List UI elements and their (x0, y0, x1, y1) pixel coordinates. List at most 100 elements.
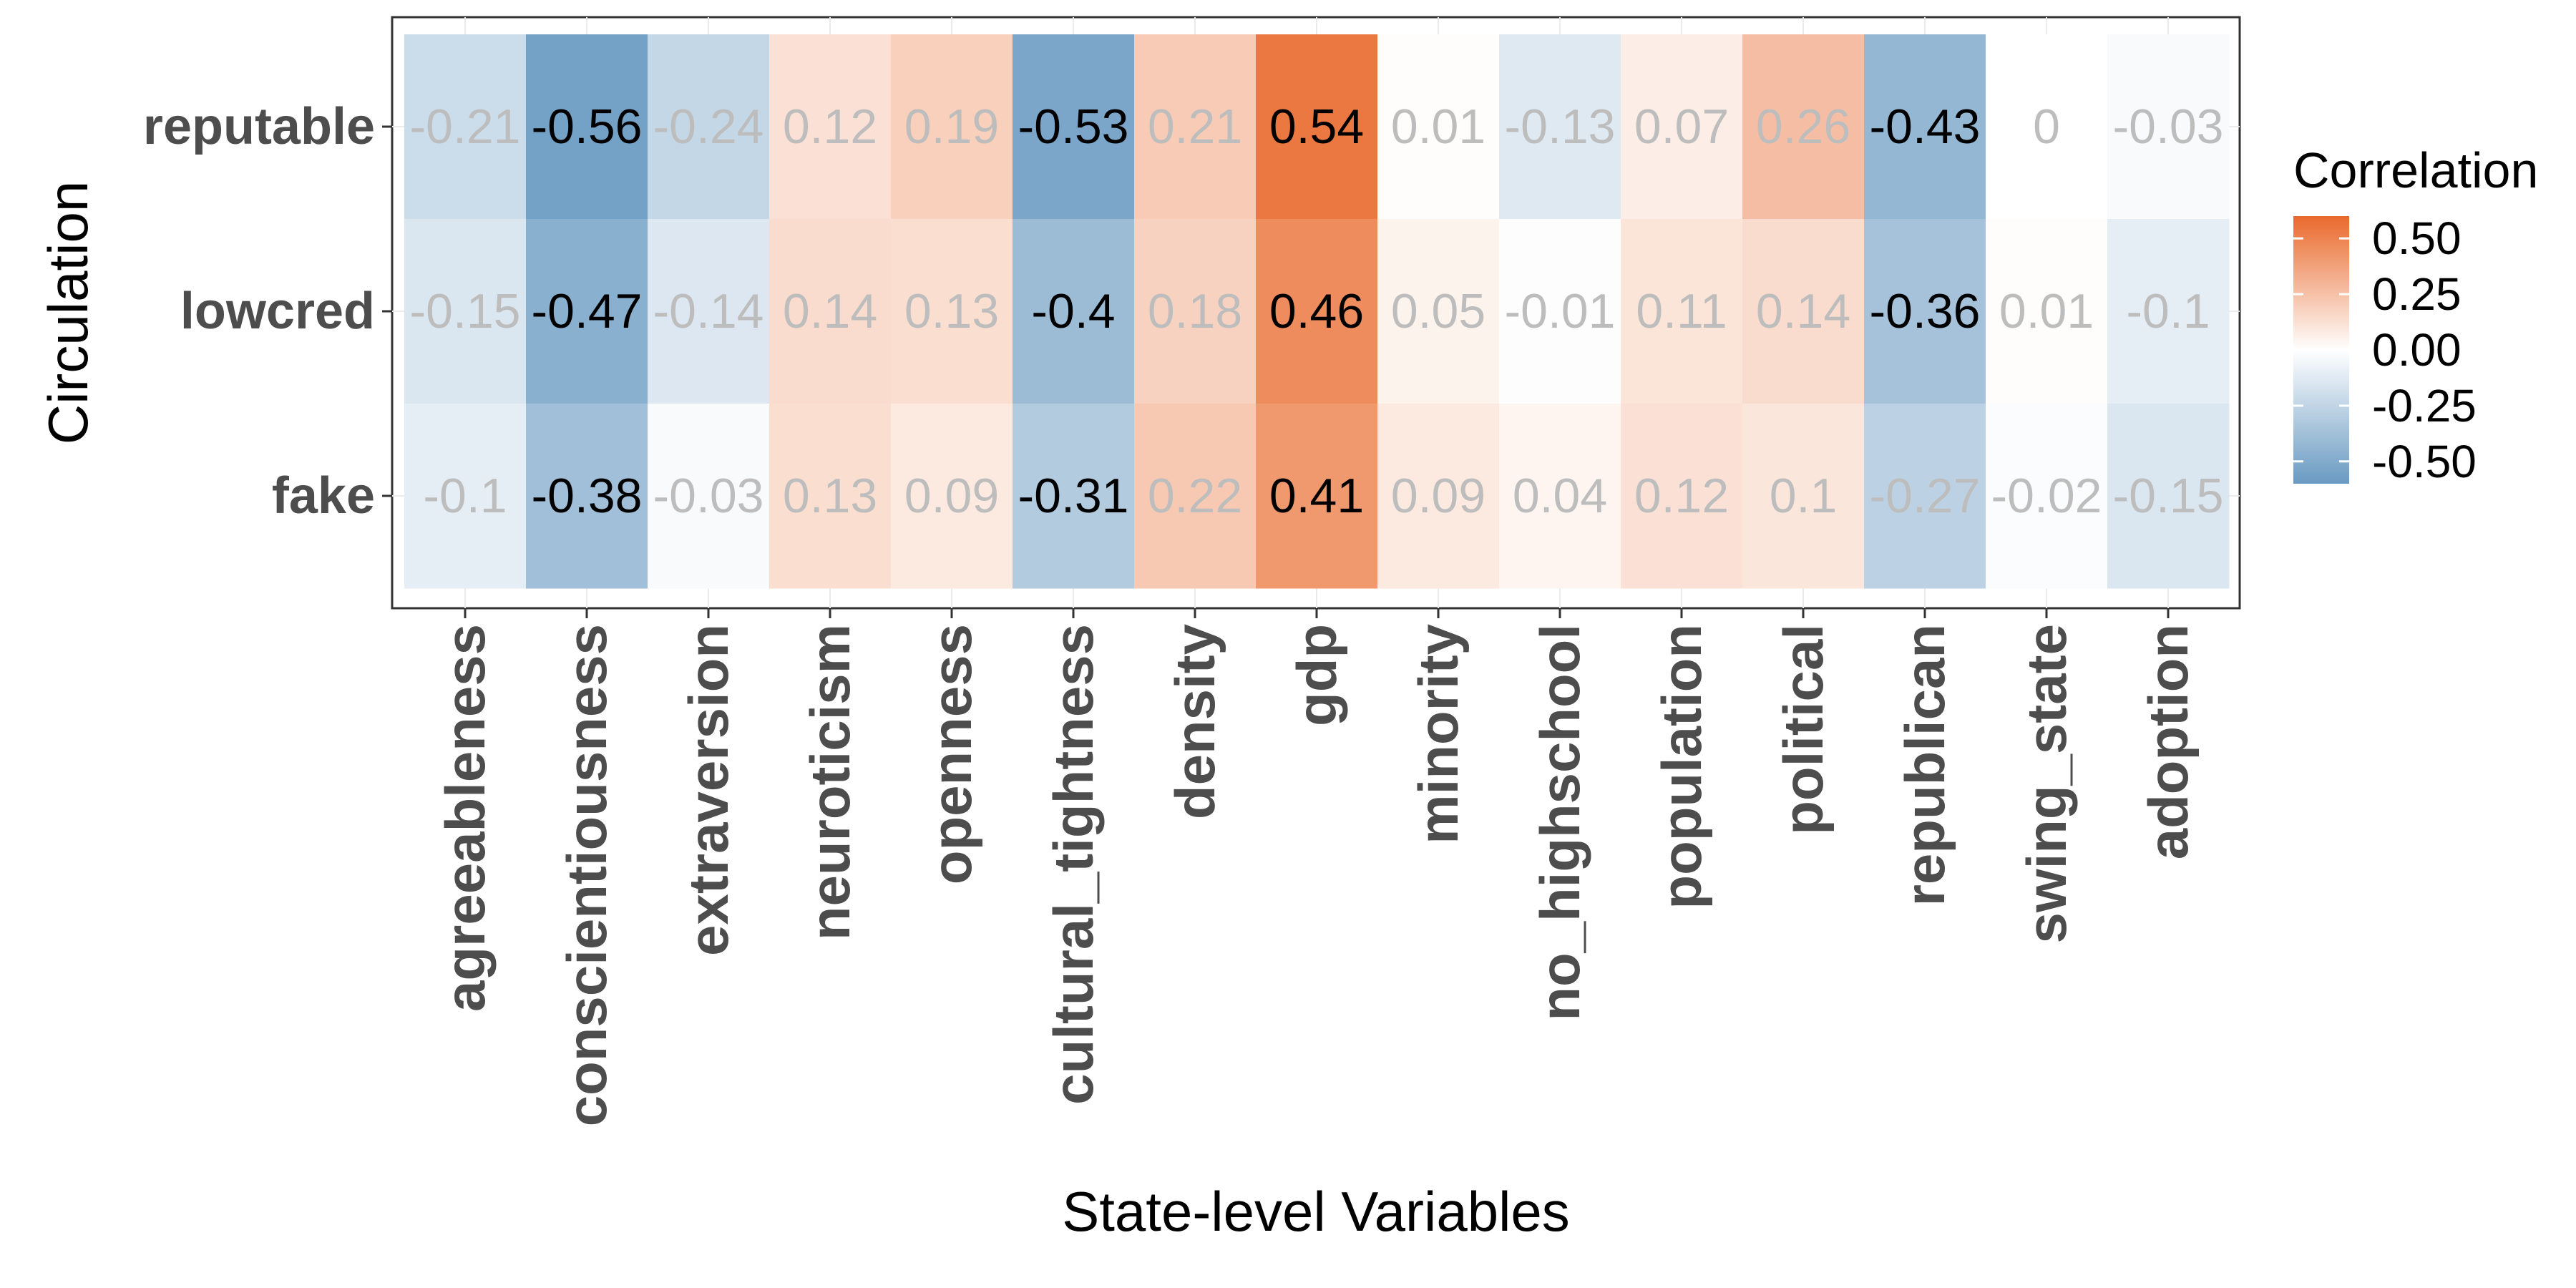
cell-value-label: 0.05 (1391, 284, 1485, 338)
cell-value-label: 0.01 (1999, 284, 2094, 338)
cell-value-label: 0.46 (1269, 284, 1364, 338)
cell-value-label: -0.43 (1870, 99, 1981, 154)
heatmap-cell (1134, 34, 1257, 220)
y-axis-title: Circulation (36, 181, 99, 444)
heatmap-cell (1742, 404, 1865, 589)
heatmap-cell (1499, 219, 1621, 404)
cell-value-label: -0.36 (1870, 284, 1981, 338)
cell-value-label: 0.11 (1636, 284, 1727, 338)
heatmap-cell (891, 34, 1013, 220)
cell-value-label: -0.15 (410, 284, 521, 338)
heatmap-cell (769, 219, 892, 404)
x-tick-label: density (1163, 624, 1226, 819)
heatmap-cell (1256, 34, 1378, 220)
heatmap-cell (891, 219, 1013, 404)
heatmap-cell (1742, 34, 1865, 220)
cell-value-label: 0.19 (904, 99, 999, 154)
heatmap-cell (404, 34, 527, 220)
y-axis: reputable lowcred fake (143, 98, 392, 525)
legend-label: -0.50 (2372, 436, 2477, 487)
heatmap-cell (404, 404, 527, 589)
heatmap-cell (1742, 219, 1865, 404)
x-tick-label: openness (920, 624, 983, 884)
cell-value-label: 0.54 (1269, 99, 1364, 154)
heatmap-cell (526, 219, 648, 404)
heatmap-cell (2107, 219, 2230, 404)
cell-value-label: 0.14 (1756, 284, 1850, 338)
x-tick-label: political (1772, 624, 1835, 835)
cell-value-label: -0.56 (532, 99, 643, 154)
cell-value-label: 0.09 (904, 469, 999, 523)
heatmap-cell (1377, 404, 1500, 589)
heatmap-cells (404, 34, 2230, 589)
cell-value-label: 0.18 (1148, 284, 1242, 338)
x-axis: agreeableness conscientiousness extraversi… (434, 608, 2200, 1126)
cell-value-label: 0.12 (783, 99, 877, 154)
cell-value-label: 0.41 (1269, 469, 1364, 523)
y-tick-label: reputable (143, 98, 375, 155)
legend-label: 0.00 (2372, 324, 2462, 376)
y-tick-label: fake (272, 467, 375, 525)
x-axis-title: State-level Variables (1062, 1180, 1570, 1243)
heatmap-cell (1986, 34, 2108, 220)
cell-value-label: 0.01 (1391, 99, 1485, 154)
cell-value-label: 0.04 (1513, 469, 1607, 523)
x-tick-label: swing_state (2015, 624, 2078, 943)
heatmap-cell (1986, 219, 2108, 404)
heatmap-cell (526, 34, 648, 220)
cell-value-label: 0.13 (904, 284, 999, 338)
cell-value-label: -0.15 (2113, 469, 2224, 523)
legend-label: 0.50 (2372, 213, 2462, 264)
heatmap-cell (1013, 219, 1135, 404)
cell-value-label: -0.4 (1031, 284, 1115, 338)
x-tick-label: republican (1893, 624, 1956, 906)
heatmap-cell (526, 404, 648, 589)
heatmap-cell (1013, 34, 1135, 220)
heatmap-cell (1134, 219, 1257, 404)
heatmap-cell (1499, 404, 1621, 589)
cell-value-label: 0.26 (1756, 99, 1850, 154)
legend-label: -0.25 (2372, 380, 2477, 431)
heatmap-cell (648, 404, 770, 589)
legend: Correlation 0.500.250.00-0.25-0.50 (2293, 142, 2538, 487)
cell-value-label: -0.02 (1991, 469, 2102, 523)
cell-value-label: -0.38 (532, 469, 643, 523)
heatmap-cell (648, 219, 770, 404)
x-tick-label: gdp (1285, 624, 1348, 726)
heatmap-cell (769, 34, 892, 220)
heatmap-cell (891, 404, 1013, 589)
heatmap-cell (1621, 219, 1743, 404)
cell-value-label: -0.27 (1870, 469, 1981, 523)
x-tick-label: no_highschool (1528, 624, 1591, 1021)
cell-value-label: 0.07 (1634, 99, 1729, 154)
cell-value-label: -0.1 (2126, 284, 2210, 338)
heatmap-cell (2107, 404, 2230, 589)
heatmap-cell (1377, 34, 1500, 220)
legend-label: 0.25 (2372, 268, 2462, 320)
cell-value-label: -0.01 (1505, 284, 1616, 338)
cell-value-label: -0.13 (1505, 99, 1616, 154)
cell-value-label: -0.21 (410, 99, 521, 154)
heatmap-cell (648, 34, 770, 220)
y-tick-label: lowcred (180, 283, 375, 340)
heatmap-cell (1864, 219, 1986, 404)
cell-value-label: 0.14 (783, 284, 877, 338)
x-tick-label: minority (1407, 624, 1470, 844)
heatmap-cell (404, 219, 527, 404)
heatmap-cell (1864, 34, 1986, 220)
heatmap-cell (1134, 404, 1257, 589)
cell-value-label: 0.12 (1634, 469, 1729, 523)
legend-title: Correlation (2293, 142, 2538, 198)
heatmap-cell (1864, 404, 1986, 589)
x-tick-label: cultural_tightness (1042, 624, 1105, 1105)
x-tick-label: extraversion (677, 624, 740, 956)
x-tick-label: neuroticism (799, 624, 862, 940)
cell-value-label: 0.21 (1148, 99, 1242, 154)
heatmap-cell (1621, 404, 1743, 589)
cell-value-label: -0.03 (653, 469, 764, 523)
cell-value-label: 0.1 (1770, 469, 1838, 523)
heatmap-cell (2107, 34, 2230, 220)
cell-value-label: -0.03 (2113, 99, 2224, 154)
heatmap-cell (1013, 404, 1135, 589)
